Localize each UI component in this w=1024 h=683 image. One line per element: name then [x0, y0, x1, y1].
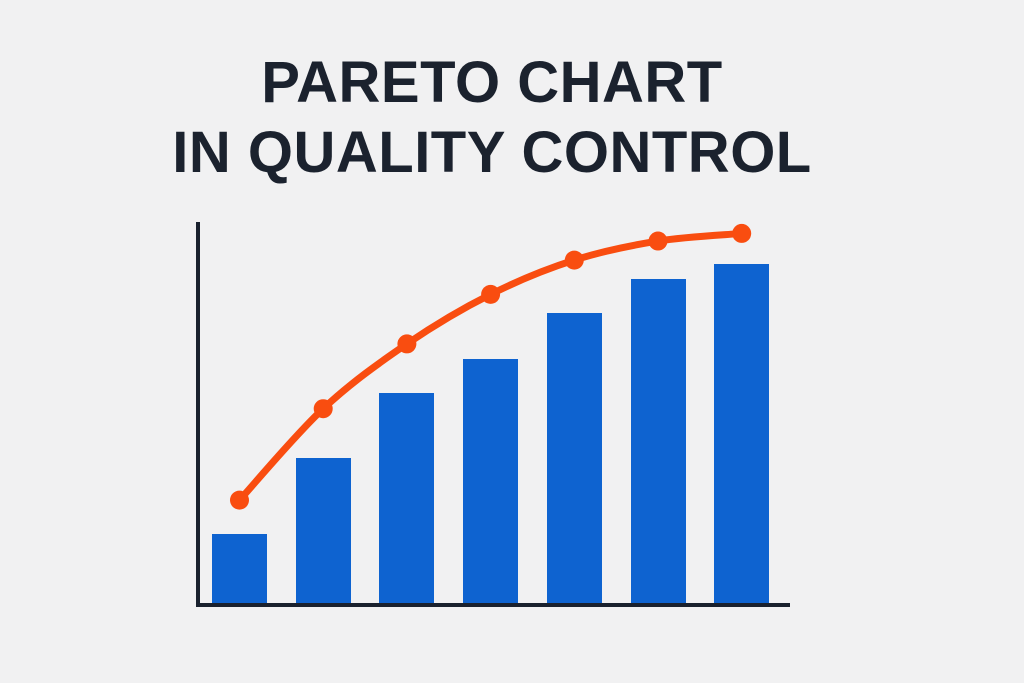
- line-point-marker: [313, 399, 333, 419]
- cumulative-line: [236, 229, 746, 504]
- title-line-2: IN QUALITY CONTROL: [172, 120, 812, 185]
- line-point-marker: [397, 334, 417, 354]
- line-point-marker: [564, 250, 584, 270]
- frequency-bar: [463, 359, 519, 603]
- title-line-1: PARETO CHART: [261, 50, 723, 115]
- line-point-marker: [481, 284, 501, 304]
- frequency-bar: [212, 534, 267, 603]
- line-point-marker: [648, 231, 668, 251]
- line-point-marker: [230, 490, 249, 510]
- cumulative-line-layer: [230, 223, 752, 510]
- frequency-bar: [295, 458, 351, 603]
- frequency-bar: [546, 313, 602, 603]
- frequency-bar: [379, 393, 435, 603]
- pareto-chart-axes: [196, 222, 790, 607]
- frequency-bar: [714, 263, 770, 603]
- frequency-bar: [630, 279, 686, 603]
- line-point-marker: [732, 223, 752, 243]
- page-title: PARETO CHART IN QUALITY CONTROL: [0, 48, 1024, 188]
